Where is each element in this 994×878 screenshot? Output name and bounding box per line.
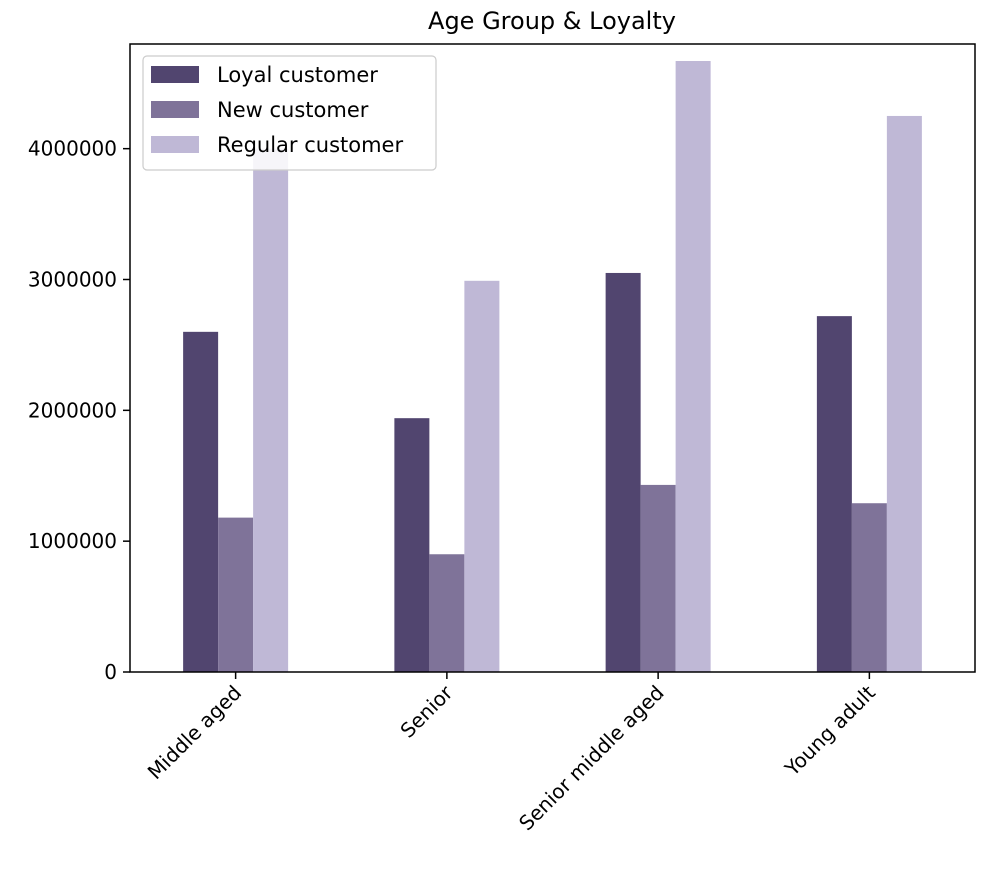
x-tick-label: Middle aged <box>143 681 247 785</box>
x-tick-label: Senior middle aged <box>514 681 669 836</box>
y-axis: 0 1000000 2000000 3000000 4000000 <box>28 137 130 684</box>
bar-new-customer-middle-aged <box>218 517 254 672</box>
bar-loyal-customer-middle-aged <box>183 331 219 672</box>
legend: Loyal customer New customer Regular custom… <box>142 55 437 171</box>
x-tick-label: Young adult <box>779 680 880 781</box>
bar-loyal-customer-senior <box>394 418 430 672</box>
legend-label: Regular customer <box>217 133 403 157</box>
bar-regular-customer-senior <box>464 280 500 672</box>
bar-new-customer-senior-middle-aged <box>640 484 676 672</box>
y-tick-label: 3000000 <box>28 268 117 292</box>
chart-title: Age Group & Loyalty <box>428 7 676 35</box>
y-tick-label: 2000000 <box>28 398 117 422</box>
x-axis: Middle aged Senior Senior middle aged Young… <box>143 672 880 835</box>
legend-box <box>142 55 437 171</box>
bar-loyal-customer-young-adult <box>816 316 852 672</box>
legend-swatch <box>151 136 199 153</box>
x-tick-label: Senior <box>395 680 458 743</box>
bar-regular-customer-senior-middle-aged <box>675 61 711 672</box>
bar-new-customer-young-adult <box>851 503 887 672</box>
legend-swatch <box>151 66 199 83</box>
plot-frame <box>129 43 976 673</box>
bar-new-customer-senior <box>429 554 465 672</box>
y-tick-label: 4000000 <box>28 137 117 161</box>
legend-swatch <box>151 101 199 118</box>
bars-group <box>183 61 922 673</box>
legend-label: New customer <box>217 98 369 122</box>
bar-regular-customer-young-adult <box>886 115 922 673</box>
bar-regular-customer-middle-aged <box>253 148 289 672</box>
bar-loyal-customer-senior-middle-aged <box>605 272 641 672</box>
y-tick-label: 0 <box>104 660 117 684</box>
y-tick-label: 1000000 <box>28 529 117 553</box>
legend-label: Loyal customer <box>217 63 378 87</box>
